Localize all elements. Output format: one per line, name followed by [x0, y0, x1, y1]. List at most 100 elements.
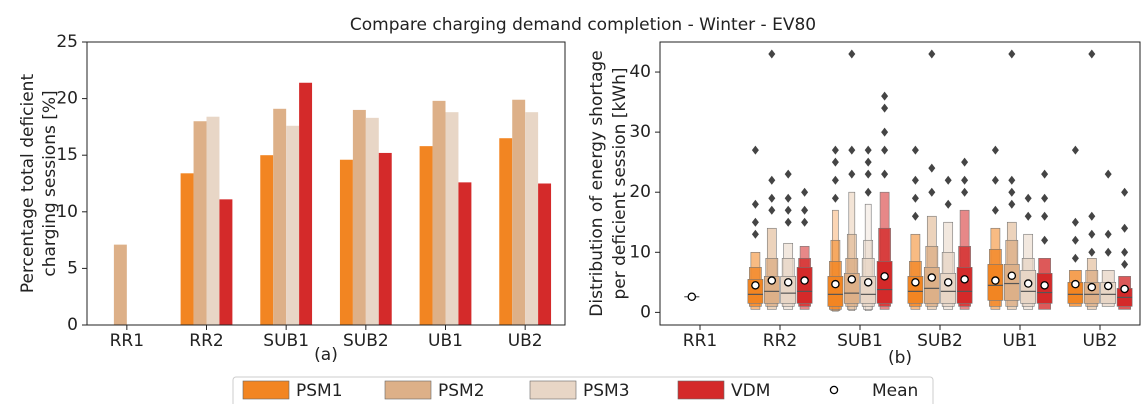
bar — [499, 138, 513, 325]
outlier — [768, 175, 776, 185]
legend-label: Mean — [872, 381, 918, 401]
y-tick-label: 10 — [56, 202, 78, 222]
legend-label: PSM1 — [296, 381, 343, 401]
mean-marker — [1087, 282, 1097, 292]
mean-marker — [1103, 281, 1113, 291]
mean-marker — [831, 279, 840, 289]
outlier — [784, 193, 792, 203]
outlier — [784, 217, 792, 227]
outlier — [831, 157, 839, 167]
outlier — [928, 163, 936, 173]
mean-marker — [1007, 271, 1017, 280]
bar — [193, 121, 207, 326]
outlier — [864, 169, 872, 179]
outlier — [881, 169, 889, 179]
outlier — [784, 205, 792, 215]
outlier — [928, 49, 936, 59]
outlier — [944, 175, 952, 185]
outlier — [1041, 193, 1049, 203]
outlier — [961, 175, 969, 185]
outlier — [768, 205, 776, 215]
legend-swatch — [529, 380, 577, 400]
outlier — [1088, 49, 1096, 59]
outlier — [1024, 193, 1032, 203]
outlier — [1008, 199, 1016, 209]
bar — [180, 173, 194, 325]
x-tick-label: SUB2 — [343, 331, 389, 351]
x-tick-label: UB1 — [1003, 331, 1038, 351]
y-axis-label: Distribution of energy shortage — [587, 50, 607, 316]
y-tick-label: 20 — [629, 182, 651, 202]
outlier — [768, 49, 776, 59]
legend-label: PSM3 — [583, 381, 630, 401]
outlier — [911, 211, 919, 221]
outlier — [801, 187, 809, 197]
boxen-level — [956, 267, 973, 304]
legend-label: PSM2 — [438, 381, 485, 401]
x-tick-label: SUB1 — [837, 331, 883, 351]
mean-marker — [1120, 284, 1129, 294]
outlier — [848, 169, 856, 179]
mean-marker — [800, 276, 809, 285]
y-tick-label: 0 — [640, 302, 651, 322]
bar — [419, 146, 433, 325]
outlier — [881, 103, 889, 113]
outlier — [1041, 235, 1049, 245]
legend-label: VDM — [731, 381, 770, 401]
outlier — [751, 229, 759, 239]
outlier — [1088, 229, 1096, 239]
mean-marker — [927, 273, 937, 282]
bar — [286, 125, 300, 325]
y-tick-label: 25 — [56, 32, 78, 52]
y-axis-label: charging sessions [%] — [40, 90, 60, 276]
mean-marker — [880, 272, 889, 281]
outlier — [768, 193, 776, 203]
x-tick-label: UB2 — [508, 331, 543, 351]
x-tick-label: SUB2 — [917, 331, 963, 351]
outlier — [1121, 223, 1129, 233]
outlier — [1088, 247, 1096, 257]
y-tick-label: 30 — [629, 122, 651, 142]
outlier — [911, 145, 919, 155]
bar — [206, 116, 220, 325]
y-tick-label: 15 — [56, 145, 78, 165]
y-axis-label: Percentage total deficient — [18, 74, 38, 294]
outlier — [911, 193, 919, 203]
bar — [113, 244, 127, 325]
outlier — [881, 145, 889, 155]
x-tick-label: RR1 — [683, 331, 717, 351]
y-tick-label: 0 — [67, 315, 78, 335]
x-tick-label: SUB1 — [263, 331, 309, 351]
boxen-level — [923, 267, 940, 304]
outlier — [991, 175, 999, 185]
mean-marker — [751, 281, 760, 290]
outlier — [1088, 211, 1096, 221]
x-axis-label: (a) — [314, 345, 338, 365]
axes-frame — [86, 41, 566, 326]
outlier — [1008, 175, 1016, 185]
outlier — [1041, 169, 1049, 179]
outlier — [1104, 247, 1112, 257]
mean-marker — [991, 276, 1000, 285]
outlier — [1104, 169, 1112, 179]
mean-marker — [943, 278, 953, 287]
bar — [512, 99, 526, 326]
outlier — [801, 217, 809, 227]
mean-marker — [1040, 281, 1049, 290]
bar — [538, 183, 552, 325]
outlier — [1008, 49, 1016, 59]
mean-marker — [767, 276, 777, 285]
mean-marker — [863, 278, 873, 287]
outlier — [1121, 259, 1129, 269]
legend-swatch — [242, 380, 290, 400]
outlier — [928, 187, 936, 197]
bar — [432, 100, 446, 325]
y-axis-label: per deficient session [kWh] — [610, 68, 630, 300]
mean-marker — [911, 278, 920, 287]
legend-swatch — [677, 380, 725, 400]
legend-swatch — [384, 380, 432, 400]
outlier — [751, 199, 759, 209]
outlier — [831, 193, 839, 203]
y-tick-label: 20 — [56, 89, 78, 109]
